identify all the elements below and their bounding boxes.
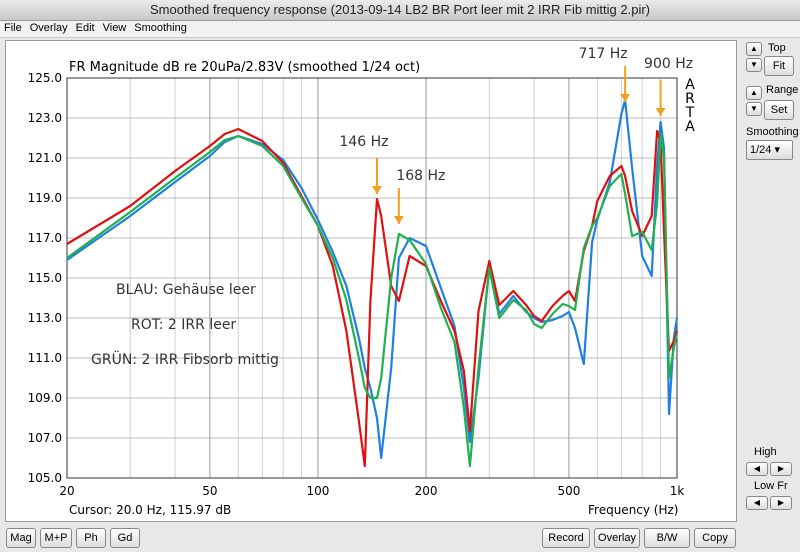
smoothing-select[interactable]: 1/24 ▾ [746, 140, 793, 160]
brand: ARTA [682, 77, 698, 133]
window-title: Smoothed frequency response (2013-09-14 … [0, 0, 800, 21]
chart-title: FR Magnitude dB re 20uPa/2.83V (smoothed… [69, 60, 420, 75]
arrow-head [371, 186, 382, 194]
chart-frame: 105.0 107.0 109.0 111.0 113.0 115.0 117.0 119.0… [5, 40, 737, 522]
annotation-label: 146 Hz [339, 134, 388, 150]
low-label: Low Fr [754, 480, 788, 492]
mag-button[interactable]: Mag [6, 528, 36, 548]
annotation-label: 900 Hz [644, 56, 693, 72]
left-button[interactable]: ◀ [746, 462, 768, 476]
smoothing-label: Smoothing [746, 126, 799, 138]
right-button[interactable]: ▶ [770, 496, 792, 510]
note-text: ROT: 2 IRR leer [131, 317, 236, 333]
y-tick-label: 105.0 [28, 471, 62, 485]
record-button[interactable]: Record [542, 528, 590, 548]
x-axis-label: Frequency (Hz) [588, 503, 679, 517]
x-tick-label: 200 [415, 484, 438, 498]
x-tick-label: 20 [59, 484, 74, 498]
menu-bar: File Overlay Edit View Smoothing [0, 21, 800, 38]
overlay-button[interactable]: Overlay [594, 528, 640, 548]
arrow-head [393, 216, 404, 224]
annotation-label: 717 Hz [579, 46, 628, 62]
menu-item[interactable]: Overlay [29, 22, 68, 34]
arrow-head [655, 108, 666, 116]
menu-item[interactable]: View [102, 22, 127, 34]
y-tick-label: 109.0 [28, 391, 62, 405]
high-label: High [754, 446, 777, 458]
bw-button[interactable]: B/W [644, 528, 690, 548]
right-button[interactable]: ▶ [770, 462, 792, 476]
left-button[interactable]: ◀ [746, 496, 768, 510]
y-tick-label: 119.0 [28, 191, 62, 205]
y-tick-label: 125.0 [28, 71, 62, 85]
plot-border [66, 77, 678, 479]
y-tick-label: 113.0 [28, 311, 62, 325]
x-tick-label: 50 [202, 484, 217, 498]
down-button[interactable]: ▼ [746, 58, 762, 72]
top-label: Top [768, 42, 786, 54]
cursor-readout: Cursor: 20.0 Hz, 115.97 dB [69, 503, 231, 517]
gd-button[interactable]: Gd [110, 528, 140, 548]
x-tick-label: 100 [307, 484, 330, 498]
ph-button[interactable]: Ph [76, 528, 106, 548]
annotation-label: 168 Hz [396, 168, 445, 184]
note-text: BLAU: Gehäuse leer [116, 282, 256, 298]
x-tick-label: 1k [670, 484, 685, 498]
y-tick-label: 107.0 [28, 431, 62, 445]
smoothing-value: 1/24 [750, 144, 772, 156]
menu-item[interactable]: Smoothing [134, 22, 187, 34]
y-tick-label: 123.0 [28, 111, 62, 125]
y-tick-label: 121.0 [28, 151, 62, 165]
series-line [66, 132, 679, 468]
y-tick-label: 117.0 [28, 231, 62, 245]
fit-button[interactable]: Fit [764, 56, 794, 76]
y-tick-label: 115.0 [28, 271, 62, 285]
set-button[interactable]: Set [764, 100, 794, 120]
up-button[interactable]: ▲ [746, 86, 762, 100]
range-label: Range [766, 84, 799, 96]
up-button[interactable]: ▲ [746, 42, 762, 56]
down-button[interactable]: ▼ [746, 102, 762, 116]
menu-item[interactable]: File [4, 22, 22, 34]
chart: 105.0 107.0 109.0 111.0 113.0 115.0 117.0 119.0… [28, 46, 693, 517]
note-text: GRÜN: 2 IRR Fibsorb mittig [91, 350, 279, 368]
menu-item[interactable]: Edit [75, 22, 95, 34]
arrow-head [620, 94, 631, 102]
mp-button[interactable]: M+P [40, 528, 72, 548]
y-tick-label: 111.0 [28, 351, 62, 365]
copy-button[interactable]: Copy [694, 528, 736, 548]
x-tick-label: 500 [557, 484, 580, 498]
